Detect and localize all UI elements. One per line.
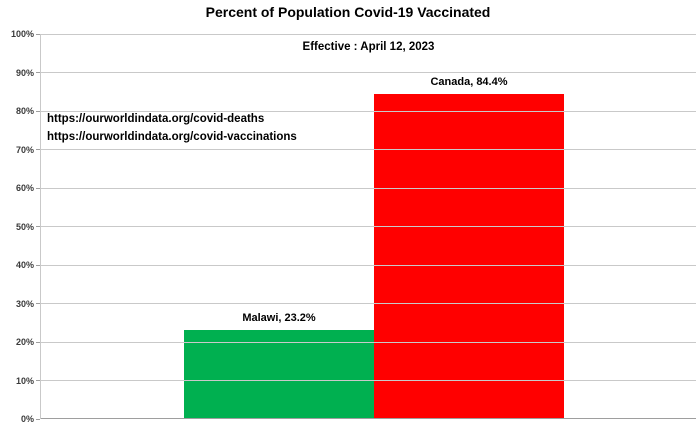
y-axis-tick (36, 418, 40, 420)
x-axis-line (41, 418, 696, 419)
y-axis-label: 20% (15, 337, 34, 347)
y-axis-tick (36, 72, 40, 73)
y-axis-label: 80% (15, 106, 34, 116)
y-axis-label: 40% (15, 260, 34, 270)
y-axis-tick (36, 33, 40, 35)
gridline (41, 303, 696, 304)
y-axis-label: 0% (20, 414, 34, 424)
gridline (41, 341, 696, 343)
data-label-canada: Canada, 84.4% (430, 76, 508, 88)
source-url-covid-vaccinations: https://ourworldindata.org/covid-vaccina… (47, 131, 297, 143)
y-axis-tick (36, 187, 40, 189)
plot-area: Effective : April 12, 2023 https://ourwo… (36, 33, 696, 420)
y-axis-label: 70% (15, 144, 34, 155)
bar-canada (374, 94, 564, 419)
gridline (41, 149, 696, 150)
gridline (41, 72, 696, 73)
y-axis-label: 90% (15, 67, 34, 78)
y-axis-label: 50% (15, 221, 34, 232)
gridline (41, 226, 696, 227)
bar-malawi (184, 330, 374, 419)
y-axis-label: 100% (10, 29, 34, 39)
gridline (41, 187, 696, 189)
y-axis-label: 60% (15, 183, 34, 193)
y-axis-tick (36, 264, 40, 266)
y-axis-tick (36, 303, 40, 304)
y-axis-label: 10% (15, 375, 34, 386)
gridline (41, 110, 696, 112)
y-axis-tick (36, 380, 40, 381)
y-axis-tick (36, 149, 40, 150)
gridline (41, 380, 696, 381)
source-annotations: https://ourworldindata.org/covid-deaths … (47, 110, 297, 146)
gridline (41, 33, 696, 35)
y-axis-tick (36, 226, 40, 227)
y-axis-label: 30% (15, 298, 34, 309)
chart-title: Percent of Population Covid-19 Vaccinate… (205, 4, 491, 20)
y-axis-tick (36, 110, 40, 112)
source-url-covid-deaths: https://ourworldindata.org/covid-deaths (47, 113, 265, 125)
data-label-malawi: Malawi, 23.2% (242, 312, 316, 324)
gridline (41, 264, 696, 266)
y-axis-tick (36, 341, 40, 343)
chart-subtitle: Effective : April 12, 2023 (302, 41, 435, 53)
